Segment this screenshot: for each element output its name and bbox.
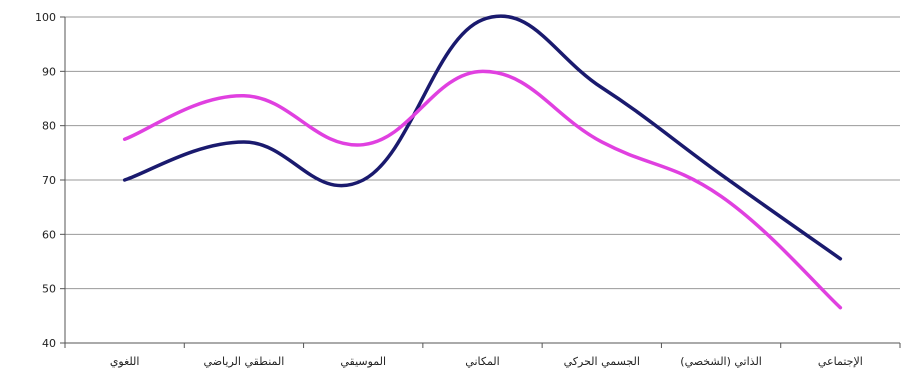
series-lines <box>122 14 843 310</box>
y-tick-label: 40 <box>42 337 56 350</box>
x-tick-label: المكاني <box>465 355 499 368</box>
series-line-2 <box>122 69 843 310</box>
x-tick-label: اللغوي <box>110 355 140 368</box>
x-tick-label: المنطقي الرياضي <box>204 355 285 368</box>
x-tick-label: الموسيقي <box>340 355 386 368</box>
x-axis-ticks: اللغوي المنطقي الرياضي الموسيقي المكاني الجس… <box>64 343 901 368</box>
x-tick-label: الجسمي الحركي <box>564 355 640 368</box>
y-tick-label: 100 <box>35 11 56 24</box>
series-line-1 <box>122 14 843 261</box>
y-tick-label: 50 <box>42 283 56 296</box>
y-tick-label: 60 <box>42 228 56 241</box>
y-tick-label: 90 <box>42 65 56 78</box>
x-tick-label: الذاتي (الشخصي) <box>680 355 762 368</box>
y-axis-ticks: 40 50 60 70 80 90 100 <box>35 11 65 350</box>
y-tick-label: 70 <box>42 174 56 187</box>
y-tick-label: 80 <box>42 120 56 133</box>
x-tick-label: الإجتماعي <box>818 355 863 368</box>
